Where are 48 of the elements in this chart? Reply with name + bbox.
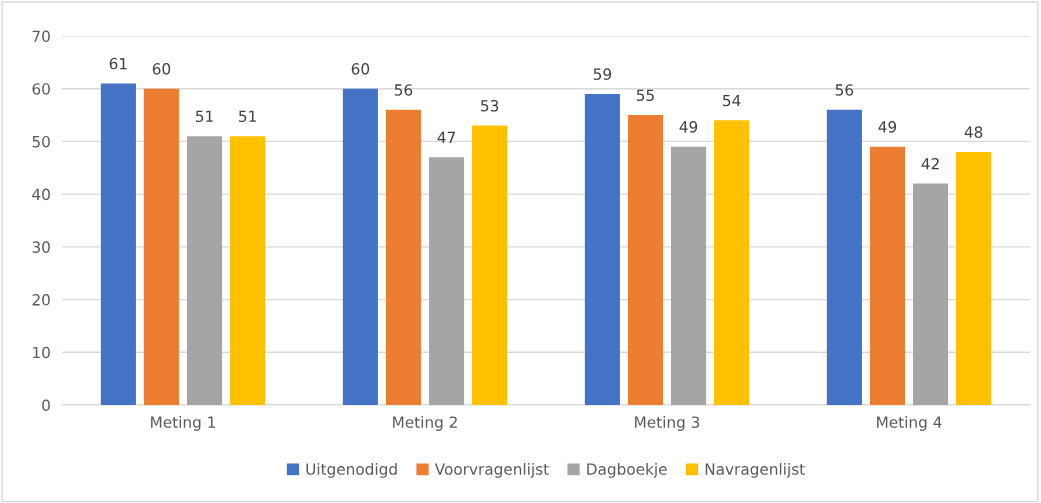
data-label: 53 bbox=[481, 99, 499, 112]
y-tick-label: 70 bbox=[32, 30, 50, 43]
legend-label: Dagboekje bbox=[587, 463, 667, 478]
y-tick-label: 50 bbox=[32, 135, 50, 148]
bar bbox=[826, 109, 862, 405]
data-label: 49 bbox=[679, 121, 698, 133]
bar bbox=[472, 125, 508, 405]
legend-label: Navragenlijst bbox=[705, 463, 805, 478]
bar bbox=[230, 136, 266, 405]
bar bbox=[186, 136, 223, 405]
data-label: 60 bbox=[351, 63, 370, 75]
bar bbox=[584, 93, 620, 405]
data-label: 42 bbox=[921, 157, 939, 170]
legend-label: Uitgenodigd bbox=[306, 463, 397, 478]
bar bbox=[869, 146, 906, 405]
data-label: 60 bbox=[152, 63, 171, 75]
data-label: 59 bbox=[593, 68, 612, 80]
bar bbox=[956, 151, 992, 405]
data-label: 56 bbox=[835, 84, 854, 96]
legend-label: Voorvragenlijst bbox=[434, 463, 549, 478]
data-label: 55 bbox=[636, 89, 654, 101]
bar bbox=[670, 146, 707, 405]
bar bbox=[385, 109, 422, 405]
y-tick-label: 40 bbox=[32, 188, 50, 201]
y-tick-label: 10 bbox=[33, 346, 50, 359]
bar bbox=[714, 120, 750, 405]
bar bbox=[143, 88, 180, 405]
bar bbox=[627, 115, 664, 405]
x-tick-label: Meting 1 bbox=[151, 416, 215, 431]
data-label: 56 bbox=[394, 84, 413, 96]
bar bbox=[912, 183, 949, 405]
data-label: 49 bbox=[878, 121, 897, 133]
x-tick-label: Meting 3 bbox=[635, 416, 700, 431]
bar bbox=[428, 157, 465, 405]
y-tick-label: 60 bbox=[32, 83, 50, 95]
data-label: 48 bbox=[964, 126, 983, 138]
x-tick-label: Meting 4 bbox=[877, 416, 942, 431]
data-label: 51 bbox=[239, 110, 256, 123]
data-label: 51 bbox=[196, 110, 213, 123]
y-tick-label: 0 bbox=[42, 399, 50, 412]
y-tick-label: 20 bbox=[32, 294, 50, 306]
data-label: 54 bbox=[723, 94, 741, 107]
y-tick-label: 30 bbox=[32, 241, 50, 253]
x-tick-label: Meting 2 bbox=[393, 416, 457, 431]
data-label: 47 bbox=[437, 131, 455, 143]
bar bbox=[100, 83, 136, 405]
data-label: 61 bbox=[109, 57, 127, 70]
bar bbox=[342, 88, 378, 405]
